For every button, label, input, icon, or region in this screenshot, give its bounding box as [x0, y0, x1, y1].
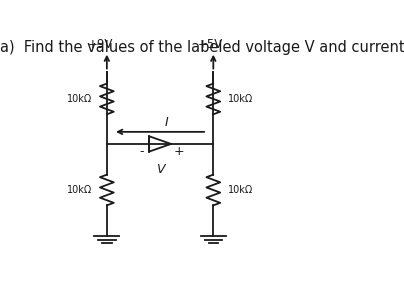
Text: -: - — [139, 145, 143, 158]
Text: a)  Find the values of the labeled voltage V and current I: a) Find the values of the labeled voltag… — [0, 40, 404, 55]
Text: +: + — [174, 145, 184, 158]
Text: V: V — [156, 162, 164, 176]
Text: 10kΩ: 10kΩ — [228, 185, 254, 195]
Text: +9V: +9V — [88, 38, 113, 51]
Text: 10kΩ: 10kΩ — [67, 185, 92, 195]
Text: 10kΩ: 10kΩ — [228, 94, 254, 104]
Text: +5V: +5V — [198, 38, 223, 51]
Text: 10kΩ: 10kΩ — [67, 94, 92, 104]
Text: I: I — [164, 115, 168, 129]
